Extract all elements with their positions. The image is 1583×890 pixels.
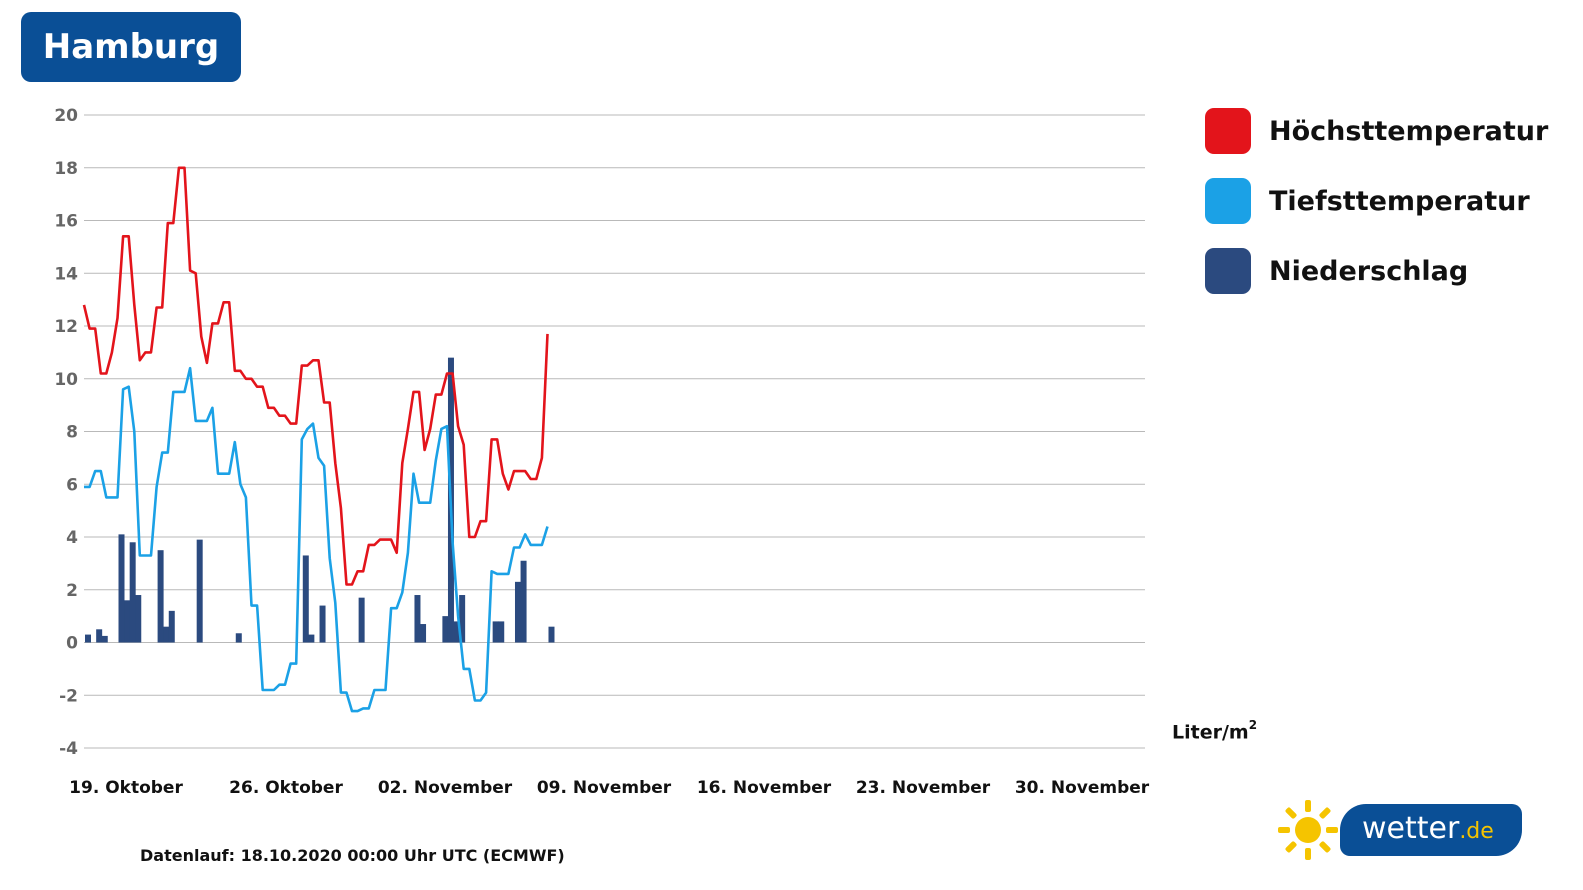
precipitation-bar	[498, 621, 505, 643]
x-tick-label: 09. November	[537, 778, 672, 798]
precipitation-bar	[85, 634, 91, 643]
legend-swatch-min	[1205, 178, 1251, 224]
city-title-badge: Hamburg	[21, 12, 241, 82]
precipitation-bar	[168, 610, 175, 643]
wetter-de-logo[interactable]: wetter.de	[1276, 798, 1524, 862]
precipitation-bar	[548, 626, 555, 643]
legend-label-max: Höchsttemperatur	[1269, 115, 1549, 147]
precipitation-bar	[235, 633, 242, 643]
x-tick-label: 23. November	[856, 778, 991, 798]
y-tick-label: 12	[54, 317, 78, 337]
chart-legend: Höchsttemperatur Tiefsttemperatur Nieder…	[1205, 108, 1548, 318]
precipitation-bar	[124, 600, 131, 643]
max-temperature-line	[82, 166, 549, 586]
precipitation-bar	[453, 621, 460, 643]
precipitation-bar	[101, 635, 108, 643]
precipitation-bar	[302, 555, 309, 643]
precipitation-bar	[514, 581, 521, 643]
precipitation-bar	[118, 534, 125, 643]
x-tick-label: 30. November	[1015, 778, 1150, 798]
precipitation-bar	[129, 542, 136, 643]
precipitation-bar	[358, 597, 365, 643]
x-axis: 19. Oktober 26. Oktober 02. November 09. No…	[69, 778, 1150, 798]
y-tick-label: 10	[54, 370, 78, 390]
precipitation-bar	[135, 595, 142, 643]
temperature-lines	[82, 166, 549, 713]
brand-wordmark: wetter.de	[1340, 804, 1522, 856]
y-tick-label: 2	[66, 581, 78, 601]
y-tick-label: 14	[54, 264, 78, 284]
legend-item-precip: Niederschlag	[1205, 248, 1548, 294]
brand-name: wetter	[1362, 811, 1460, 846]
y-tick-label: 0	[66, 634, 78, 654]
precipitation-bar	[96, 629, 103, 643]
precipitation-bar	[420, 624, 427, 643]
brand-tld: .de	[1459, 819, 1494, 844]
y-tick-label: -2	[59, 686, 78, 706]
precipitation-bar	[163, 626, 170, 643]
precipitation-bar	[157, 550, 164, 643]
precipitation-bar	[308, 634, 315, 643]
precipitation-bar	[196, 539, 203, 643]
y-tick-label: 6	[66, 475, 78, 495]
y-tick-label: 8	[66, 423, 78, 443]
precipitation-unit-label: Liter/m2	[1172, 718, 1258, 744]
y-tick-label: 20	[54, 106, 78, 126]
precipitation-bar	[520, 560, 527, 643]
precipitation-bar	[459, 595, 466, 643]
precipitation-bar	[442, 616, 449, 643]
sun-icon	[1278, 800, 1338, 860]
legend-swatch-precip	[1205, 248, 1251, 294]
precipitation-bar	[492, 621, 499, 643]
x-tick-label: 19. Oktober	[69, 778, 183, 798]
unit-base: Liter/m	[1172, 721, 1249, 744]
legend-swatch-max	[1205, 108, 1251, 154]
precipitation-bar	[414, 595, 421, 643]
y-tick-label: -4	[59, 739, 78, 759]
legend-item-min: Tiefsttemperatur	[1205, 178, 1548, 224]
legend-label-precip: Niederschlag	[1269, 255, 1469, 287]
x-tick-label: 02. November	[378, 778, 513, 798]
min-temperature-line	[84, 366, 549, 713]
legend-item-max: Höchsttemperatur	[1205, 108, 1548, 154]
y-tick-label: 4	[66, 528, 78, 548]
precipitation-bar	[319, 605, 326, 643]
x-tick-label: 16. November	[697, 778, 832, 798]
y-tick-label: 16	[54, 212, 78, 232]
unit-exponent: 2	[1248, 718, 1258, 732]
y-tick-label: 18	[54, 159, 78, 179]
legend-label-min: Tiefsttemperatur	[1269, 185, 1530, 217]
chart-grid	[84, 114, 1145, 749]
x-tick-label: 26. Oktober	[229, 778, 343, 798]
model-run-note: Datenlauf: 18.10.2020 00:00 Uhr UTC (ECM…	[140, 846, 565, 865]
